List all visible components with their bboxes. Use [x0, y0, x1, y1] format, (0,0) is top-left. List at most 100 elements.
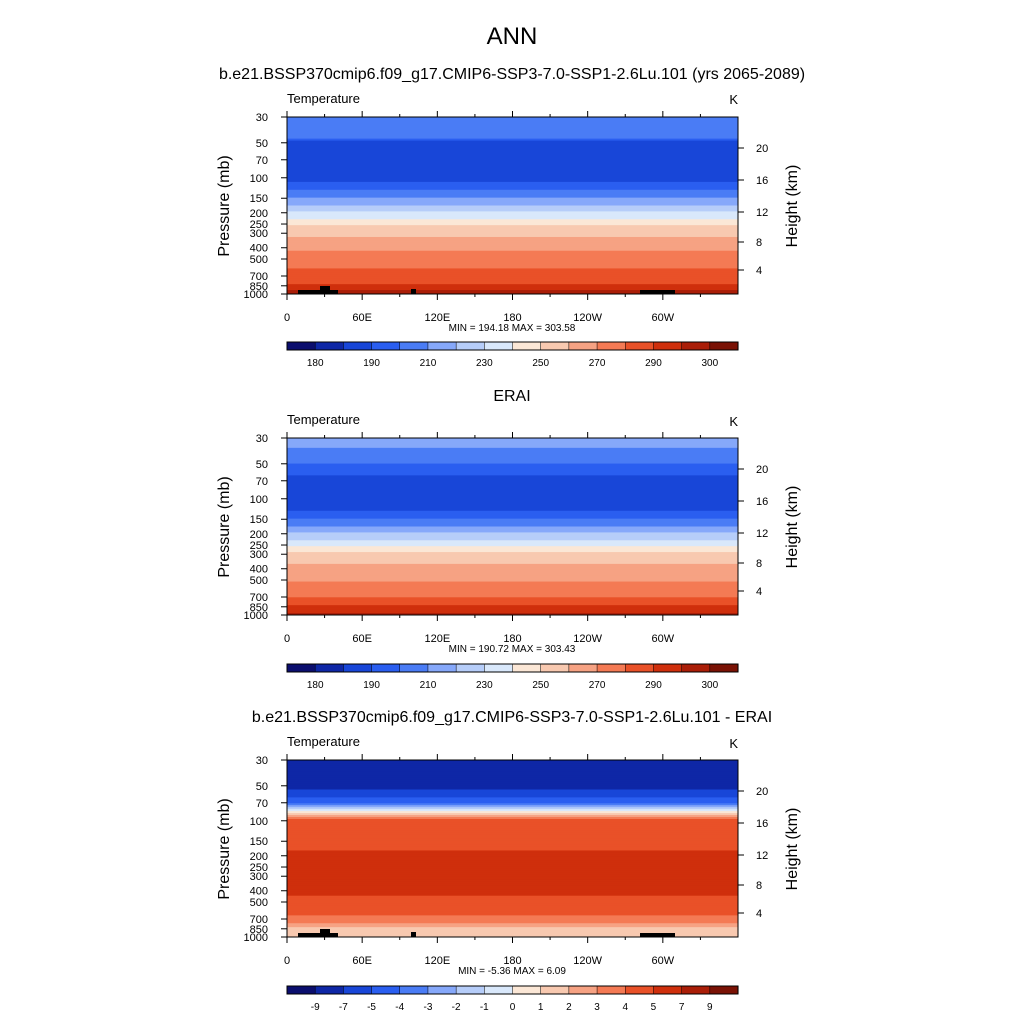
contour-band — [287, 909, 738, 913]
contour-band — [287, 889, 738, 893]
contour-band — [287, 495, 738, 498]
contour-band — [287, 925, 738, 928]
colorbar-label: 0 — [510, 1002, 516, 1013]
colorbar-swatch — [484, 341, 514, 351]
contour-band — [287, 862, 738, 865]
contour-band — [287, 124, 738, 128]
contour-band — [287, 514, 738, 518]
contour-band — [287, 813, 738, 816]
colorbar-swatch — [399, 663, 429, 673]
contour-band — [287, 550, 738, 553]
contour-band — [287, 256, 738, 260]
colorbar-label: 3 — [594, 1002, 600, 1013]
colorbar-swatch — [625, 985, 654, 995]
contour-band — [287, 469, 738, 473]
contour-band — [287, 233, 738, 236]
contour-band — [287, 447, 738, 451]
colorbar-label: -3 — [423, 1002, 432, 1013]
colorbar-swatch — [568, 985, 598, 995]
contour-band — [287, 215, 738, 218]
topography-mask — [411, 932, 416, 937]
contour-band — [287, 933, 738, 936]
contour-band — [287, 905, 738, 909]
y-tick-label: 200 — [250, 851, 268, 863]
y-right-tick-label: 8 — [756, 558, 762, 570]
contour-band — [287, 268, 738, 271]
contour-band — [287, 250, 738, 254]
contour-band — [287, 439, 738, 443]
colorbar-label: 270 — [589, 680, 606, 691]
colorbar-swatch — [568, 663, 598, 673]
y-tick-label: 850 — [250, 924, 268, 936]
contour-band — [287, 504, 738, 508]
topography-mask — [298, 290, 320, 294]
y-tick-label: 50 — [256, 781, 268, 793]
contour-band — [287, 876, 738, 879]
contour-band — [287, 589, 738, 592]
contour-band — [287, 828, 738, 832]
y-tick-label: 300 — [250, 549, 268, 561]
contour-band — [287, 284, 738, 287]
contour-band — [287, 528, 738, 532]
contour-band — [287, 197, 738, 201]
contour-band — [287, 559, 738, 563]
colorbar-frame — [286, 985, 739, 995]
contour-band — [287, 292, 738, 294]
colorbar-label: 270 — [589, 358, 606, 369]
contour-band — [287, 911, 738, 914]
contour-band — [287, 136, 738, 140]
y-tick-label: 100 — [250, 816, 268, 828]
colorbar-swatch — [681, 341, 711, 351]
contour-band — [287, 771, 738, 775]
colorbar-label: 190 — [363, 358, 380, 369]
topography-mask — [320, 929, 330, 937]
contour-band — [287, 844, 738, 848]
y-axis-label: Pressure (mb) — [216, 155, 233, 256]
y-tick-label: 400 — [250, 886, 268, 898]
y-right-tick-label: 12 — [756, 207, 768, 219]
contour-band — [287, 824, 738, 828]
colorbar-label: 290 — [645, 680, 662, 691]
contour-band — [287, 235, 738, 238]
contour-band — [287, 840, 738, 844]
contour-band — [287, 815, 738, 818]
y-right-tick-label: 16 — [756, 818, 768, 830]
contour-band — [287, 809, 738, 812]
contour-band — [287, 775, 738, 779]
y-tick-label: 1000 — [244, 932, 268, 944]
colorbar-swatch — [653, 985, 683, 995]
topography-mask — [330, 933, 338, 937]
colorbar-swatch — [709, 341, 739, 351]
colorbar-swatch — [512, 663, 542, 673]
contour-band — [287, 150, 738, 153]
y-tick-label: 200 — [250, 529, 268, 541]
contour-band — [287, 557, 738, 561]
colorbar-swatch — [427, 341, 457, 351]
contour-band — [287, 502, 738, 506]
contour-band — [287, 538, 738, 541]
contour-band — [287, 571, 738, 575]
contour-band — [287, 779, 738, 783]
y-tick-label: 250 — [250, 219, 268, 231]
y-tick-label: 30 — [256, 112, 268, 124]
contour-band — [287, 246, 738, 250]
contour-band — [287, 128, 738, 132]
topography-mask — [298, 933, 320, 937]
contour-band — [287, 569, 738, 573]
contour-band — [287, 927, 738, 930]
contour-band — [287, 548, 738, 551]
y-tick-label: 50 — [256, 138, 268, 150]
contour-band — [287, 441, 738, 445]
contour-band — [287, 935, 738, 937]
contour-band — [287, 795, 738, 798]
contour-band — [287, 209, 738, 212]
contour-band — [287, 485, 738, 488]
colorbar-label: -9 — [311, 1002, 320, 1013]
topography-mask — [330, 290, 338, 294]
y-tick-label: 700 — [250, 914, 268, 926]
contour-band — [287, 276, 738, 279]
contour-band — [287, 264, 738, 268]
contour-band — [287, 205, 738, 209]
contour-band — [287, 134, 738, 138]
variable-label: Temperature — [287, 91, 360, 106]
